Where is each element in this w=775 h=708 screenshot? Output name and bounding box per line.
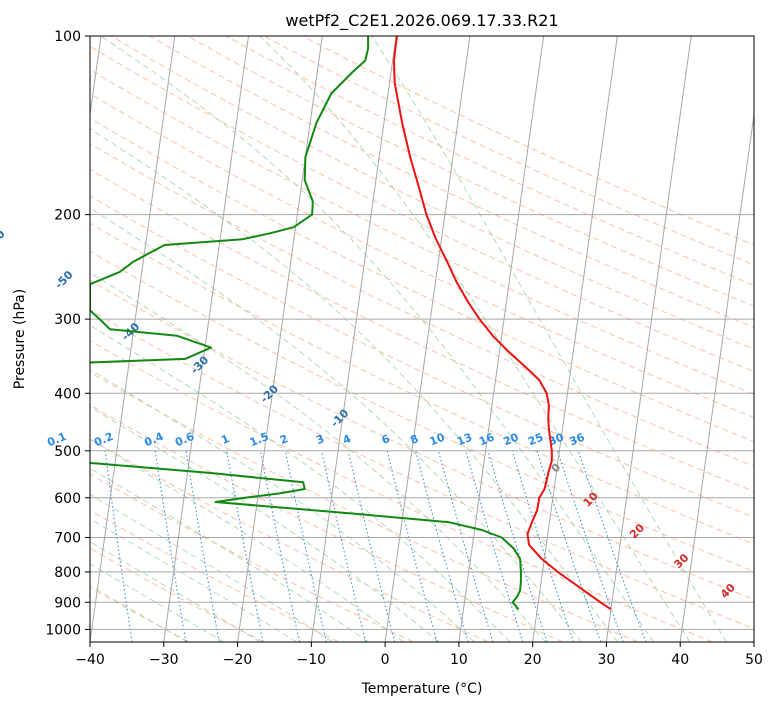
mixing-ratio-line [437, 450, 494, 642]
x-tick-label: 50 [745, 652, 763, 668]
moist-adiabat-line [90, 563, 225, 642]
dry-adiabat-line [90, 547, 264, 642]
dry-adiabat-line [90, 69, 754, 395]
mixing-ratio-line [465, 450, 524, 642]
reference-lines [90, 36, 754, 642]
mixing-ratio-label: 16 [477, 431, 496, 449]
moist-adiabat-line [90, 518, 297, 642]
mixing-ratio-label: 13 [455, 431, 474, 449]
mixing-ratio-label: 25 [526, 431, 545, 449]
isotherm-line [458, 36, 545, 642]
profile-series [90, 36, 612, 611]
isotherm-line [310, 36, 397, 642]
x-axis-ticks: −40 −30 −20 −10 0 10 20 30 40 50 [75, 642, 763, 668]
isotherm-line [163, 36, 249, 642]
dry-adiabat-line [90, 309, 754, 630]
y-tick-label: 600 [54, 491, 81, 507]
x-axis-label: Temperature (°C) [361, 681, 483, 697]
x-tick-label: 30 [598, 652, 616, 668]
dry-adiabat-line [90, 509, 339, 642]
x-tick-label: 40 [671, 652, 689, 668]
y-axis-ticks: 100 200 300 400 500 600 700 800 900 1000 [45, 29, 90, 638]
y-tick-label: 1000 [45, 622, 81, 638]
mixing-ratio-label: 2 [278, 432, 290, 447]
mixing-ratio-line [284, 450, 327, 642]
moist-adiabat-line [90, 368, 475, 642]
mixing-ratio-line [226, 450, 264, 642]
mixing-ratio-label: 20 [501, 431, 520, 449]
plot-frame [89, 35, 755, 643]
isotherm-line [679, 111, 754, 642]
isotherm-line [605, 36, 692, 642]
isotherm-line [532, 36, 618, 642]
isotherm-line [384, 36, 471, 642]
x-tick-label: −30 [149, 652, 179, 668]
y-tick-label: 900 [54, 595, 81, 611]
moist-adiabat-line [259, 36, 691, 642]
mixing-ratio-label: 8 [408, 432, 420, 447]
mixing-ratio-line [577, 450, 647, 642]
dry-adiabat-line [90, 404, 564, 642]
dry-adiabat-line [90, 93, 754, 419]
moist-adiabat-line [90, 406, 440, 642]
mixing-ratio-line [536, 450, 602, 642]
y-tick-label: 200 [54, 208, 81, 224]
mixing-ratio-line [415, 450, 469, 642]
mixing-ratio-line [386, 450, 438, 642]
moist-adiabat-line [90, 438, 404, 642]
dry-adiabat-line [90, 279, 754, 601]
y-axis-label: Pressure (hPa) [12, 289, 28, 389]
temperature-profile-line [393, 36, 612, 611]
isotherm-line [237, 36, 323, 642]
x-tick-label: 10 [450, 652, 468, 668]
moist-adiabat-line [90, 467, 369, 642]
dry-adiabat-line [90, 195, 754, 518]
dewpoint-profile-line [90, 36, 522, 610]
mixing-ratio-line [321, 450, 367, 642]
mixing-ratio-line [556, 450, 624, 642]
x-tick-label: 0 [381, 652, 390, 668]
mixing-ratio-line [511, 450, 575, 642]
y-tick-label: 400 [54, 386, 81, 402]
dry-adiabat-label: -60 [0, 227, 8, 250]
chart-title: wetPf2_C2E1.2026.069.17.33.R21 [285, 11, 558, 31]
dry-adiabat-line [110, 36, 754, 350]
moist-adiabat-line [90, 128, 618, 642]
moist-adiabat-line [90, 541, 261, 642]
dry-adiabat-line [148, 36, 754, 329]
y-tick-label: 800 [54, 565, 81, 581]
gridlines [90, 36, 754, 642]
y-tick-label: 500 [54, 444, 81, 460]
mixing-ratio-label: 36 [567, 431, 586, 449]
moist-adiabat-line [90, 271, 547, 642]
x-tick-label: −20 [223, 652, 253, 668]
mixing-ratio-label: 10 [428, 431, 447, 449]
mixing-ratio-line [259, 450, 301, 642]
x-tick-label: −40 [75, 652, 105, 668]
isotherm-line [90, 36, 176, 642]
moist-adiabat-line [371, 36, 727, 642]
moist-adiabat-line [90, 207, 582, 642]
x-tick-label: −10 [297, 652, 327, 668]
mixing-ratio-label: 1 [219, 432, 231, 447]
x-tick-label: 20 [524, 652, 542, 668]
moist-adiabat-line [90, 324, 511, 642]
dry-adiabat-line [225, 36, 754, 286]
mixing-ratio-label: 3 [314, 432, 326, 447]
dry-adiabat-line [90, 222, 754, 545]
dry-adiabat-line [90, 168, 754, 493]
y-tick-label: 700 [54, 531, 81, 547]
mixing-ratio-line [487, 450, 548, 642]
y-tick-label: 300 [54, 312, 81, 328]
y-tick-label: 100 [54, 29, 81, 45]
dry-adiabat-line [90, 340, 713, 642]
moist-adiabat-line [100, 36, 655, 642]
dry-adiabat-line [90, 371, 638, 642]
